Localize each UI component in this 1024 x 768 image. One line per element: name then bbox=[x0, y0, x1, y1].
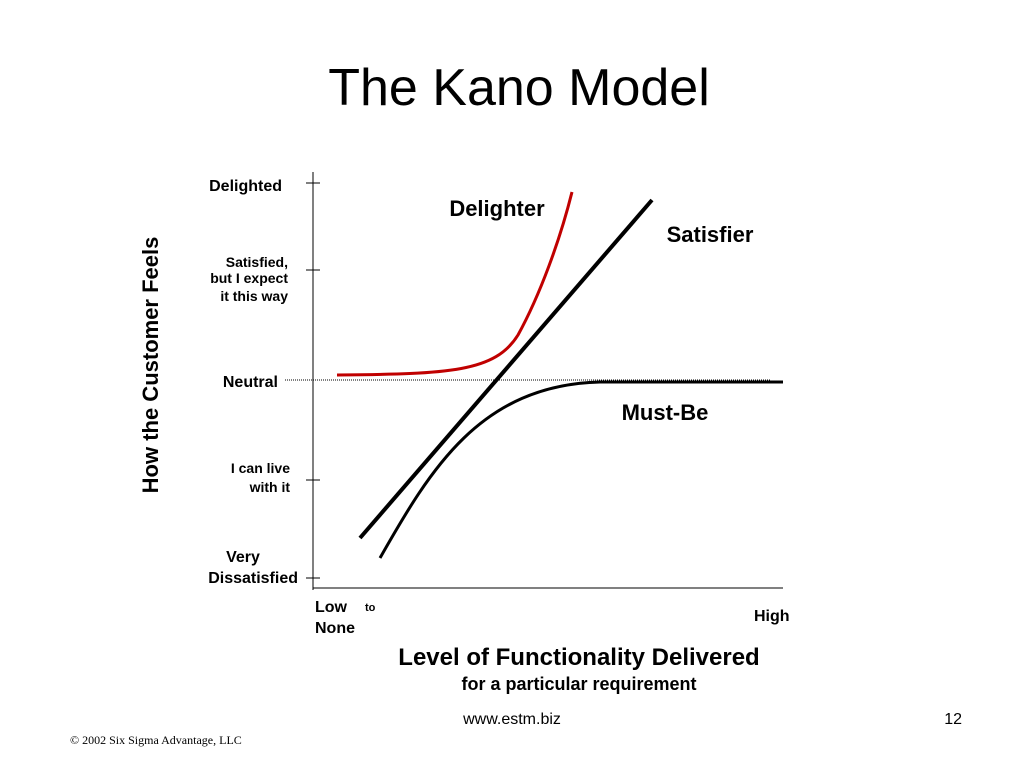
ticks bbox=[306, 182, 320, 579]
y-level-label: I can live bbox=[231, 460, 290, 476]
x-low-connector: to bbox=[365, 602, 376, 614]
x-high-label: High bbox=[754, 608, 790, 625]
curve-label: Satisfier bbox=[667, 222, 754, 247]
y-level-label: it this way bbox=[220, 288, 288, 304]
page-number: 12 bbox=[944, 711, 962, 728]
x-low-label: None bbox=[315, 620, 355, 637]
y-axis-title: How the Customer Feels bbox=[138, 237, 163, 494]
y-levels: Delighted Satisfied, but I expect it thi… bbox=[209, 178, 290, 495]
x-axis-title: Level of Functionality Delivered bbox=[398, 644, 759, 671]
delighter-curve bbox=[336, 191, 574, 377]
curve-label: Must-Be bbox=[622, 400, 709, 425]
y-level-label: Dissatisfied bbox=[208, 570, 298, 587]
y-level-label: Very bbox=[226, 549, 260, 566]
satisfier-line bbox=[358, 198, 654, 540]
copyright: © 2002 Six Sigma Advantage, LLC bbox=[70, 733, 242, 747]
y-level-label: Delighted bbox=[209, 178, 282, 195]
curve-label: Delighter bbox=[449, 196, 545, 221]
y-level-label: Satisfied, bbox=[226, 254, 288, 270]
y-level-label: with it bbox=[249, 479, 291, 495]
x-axis-subtitle: for a particular requirement bbox=[461, 674, 696, 694]
x-low-label: Low bbox=[315, 599, 348, 616]
must-be-curve bbox=[378, 380, 783, 559]
footer-url: www.estm.biz bbox=[462, 711, 561, 728]
y-level-label: Neutral bbox=[223, 374, 278, 391]
title: The Kano Model bbox=[328, 59, 710, 117]
y-level-label: but I expect bbox=[210, 270, 288, 286]
